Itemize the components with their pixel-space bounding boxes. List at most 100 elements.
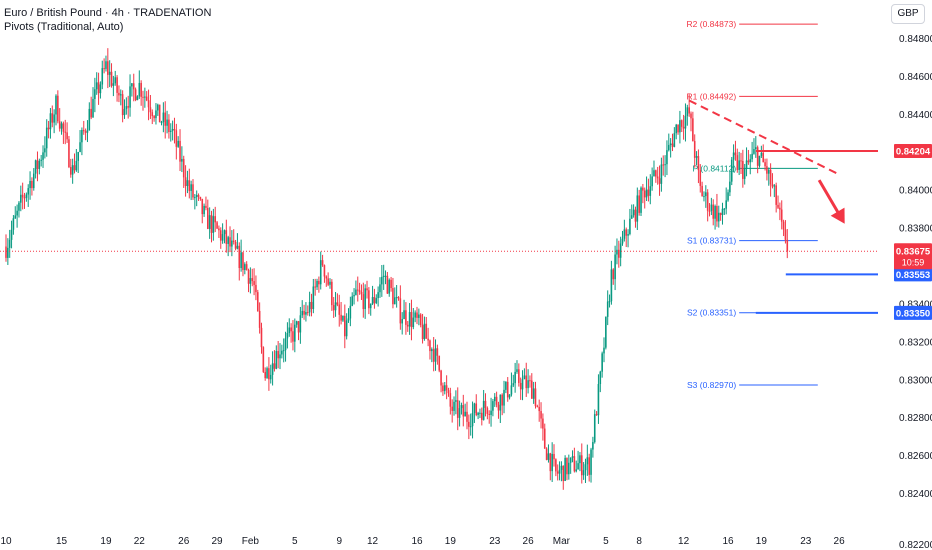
candle-body	[14, 215, 17, 219]
time-axis[interactable]: 10 15 19 22 26 29 Feb 5 9 12 16 19 23 26 Mar 5 8 12 16 19 23…	[0, 536, 845, 547]
candle-body	[692, 118, 694, 142]
candle-body	[758, 155, 761, 166]
candle-body	[336, 302, 339, 305]
candle-body	[236, 245, 239, 249]
pivot-levels: R2 (0.84873) R1 (0.84492) P (0.84112) S1 (0…	[687, 19, 818, 390]
candle-body	[388, 279, 391, 294]
candle-body	[12, 218, 15, 230]
candle-body	[597, 384, 600, 416]
candle-body	[490, 410, 492, 415]
candle-body	[484, 400, 487, 408]
candle-body	[732, 152, 735, 160]
candle-body	[495, 396, 498, 405]
candle-body	[45, 127, 48, 149]
candle-body	[129, 86, 131, 108]
candle-body	[184, 177, 187, 187]
candle-body	[314, 286, 316, 288]
candle-body	[351, 296, 354, 306]
candle-body	[399, 298, 402, 324]
candle-body	[505, 381, 507, 390]
candle-body	[445, 385, 448, 391]
candle-body	[153, 116, 155, 119]
candle-body	[151, 112, 154, 117]
y-tick-label: 0.84000	[899, 186, 932, 197]
candle-body	[256, 292, 259, 311]
candle-body	[47, 127, 50, 130]
x-tick-label: 9	[336, 536, 342, 547]
candle-body	[168, 119, 170, 132]
candle-body	[606, 301, 609, 317]
candle-body	[608, 301, 611, 303]
candle-body	[669, 143, 672, 146]
candle-body	[158, 104, 161, 123]
pivot-label: P (0.84112)	[693, 163, 737, 173]
candle-body	[471, 412, 474, 427]
candle-body	[680, 120, 683, 127]
candle-body	[584, 464, 587, 471]
candle-body	[81, 129, 83, 143]
candle-body	[710, 204, 713, 211]
candle-body	[442, 385, 444, 392]
candle-body	[766, 166, 768, 174]
indicator-label[interactable]: Pivots (Traditional, Auto)	[4, 21, 124, 33]
x-tick-label: 5	[603, 536, 609, 547]
countdown-label: 10:59	[902, 257, 925, 267]
candle-body	[423, 323, 426, 340]
candle-body	[664, 164, 666, 166]
x-tick-label: 19	[445, 536, 457, 547]
candle-body	[253, 281, 255, 285]
candle-body	[268, 368, 270, 380]
candle-body	[569, 457, 572, 463]
candle-body	[49, 113, 52, 130]
candle-body	[516, 369, 518, 372]
candle-body	[551, 453, 553, 472]
candle-body	[377, 292, 379, 299]
candle-body	[618, 249, 620, 258]
candle-body	[432, 349, 435, 362]
price-axis[interactable]: 0.82400 0.82600 0.82800 0.83000 0.83200 0.834…	[899, 34, 932, 550]
candle-body	[645, 189, 648, 198]
candle-body	[360, 291, 363, 295]
candle-body	[321, 260, 324, 266]
candle-body	[347, 318, 350, 321]
candle-body	[64, 131, 67, 133]
candle-body	[534, 388, 537, 407]
candle-body	[560, 465, 563, 470]
candle-body	[469, 426, 472, 428]
y-tick-label: 0.82600	[899, 451, 932, 462]
candle-body	[188, 180, 191, 191]
candle-body	[771, 184, 774, 187]
candle-body	[295, 321, 298, 325]
currency-button[interactable]: GBP	[891, 4, 925, 24]
candle-body	[8, 239, 11, 248]
x-tick-label: 16	[722, 536, 734, 547]
symbol-title[interactable]: Euro / British Pound · 4h · TRADENATION	[4, 7, 212, 19]
candle-body	[599, 371, 602, 385]
candle-body	[393, 297, 396, 305]
candle-body	[562, 465, 565, 481]
candle-body	[703, 196, 705, 198]
candle-body	[542, 418, 544, 429]
candle-body	[693, 141, 696, 158]
candle-body	[627, 234, 629, 236]
candle-body	[219, 230, 222, 241]
candle-body	[438, 355, 441, 371]
x-tick-label: 29	[211, 536, 223, 547]
candle-body	[255, 284, 257, 293]
candle-body	[412, 317, 415, 328]
candle-body	[297, 321, 300, 333]
y-tick-label: 0.84400	[899, 110, 932, 121]
candle-body	[414, 312, 416, 318]
candle-body	[573, 456, 576, 472]
candle-body	[362, 294, 365, 310]
candle-body	[199, 196, 202, 200]
candle-body	[338, 304, 341, 315]
candle-body	[656, 176, 659, 179]
candle-body	[208, 215, 211, 229]
candle-body	[623, 229, 626, 239]
candle-body	[201, 199, 204, 215]
candle-body	[7, 247, 9, 258]
candle-body	[244, 264, 246, 270]
chart-legend: Euro / British Pound · 4h · TRADENATION …	[4, 6, 211, 34]
